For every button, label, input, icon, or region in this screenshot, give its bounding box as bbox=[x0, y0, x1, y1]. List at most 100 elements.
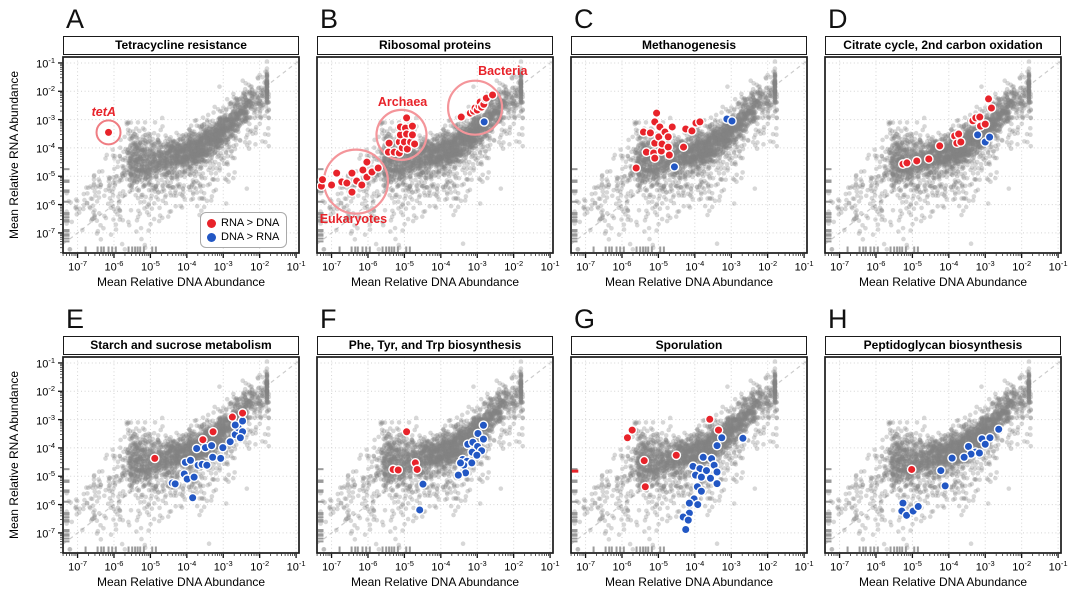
rna-gt-dna-point bbox=[649, 153, 660, 164]
x-tick-label: 10-4 bbox=[685, 559, 705, 574]
panel-letter-B: B bbox=[320, 4, 339, 34]
x-tick-label: 10-1 bbox=[540, 259, 560, 274]
dna-gt-rna-point bbox=[455, 458, 466, 468]
x-tick-label: 10-6 bbox=[358, 259, 378, 274]
x-tick-label: 10-4 bbox=[177, 259, 197, 274]
panel-title: Phe, Tyr, and Trp biosynthesis bbox=[348, 338, 522, 352]
x-tick-label: 10-7 bbox=[68, 559, 88, 574]
plot-overlay-C bbox=[631, 108, 737, 173]
red-left-rug-mark bbox=[571, 469, 579, 473]
cluster-circle bbox=[446, 79, 504, 136]
x-tick-label: 10-4 bbox=[431, 259, 451, 274]
dna-gt-rna-point bbox=[985, 432, 995, 443]
rna-gt-dna-point bbox=[317, 174, 328, 185]
rna-gt-dna-point bbox=[667, 122, 678, 132]
rna-gt-dna-point bbox=[357, 165, 368, 175]
dna-gt-rna-point bbox=[712, 467, 722, 477]
x-tick-label: 10-2 bbox=[250, 559, 270, 574]
y-tick-label: 10-7 bbox=[36, 225, 55, 241]
dna-gt-rna-point bbox=[206, 440, 217, 451]
dna-gt-rna-point bbox=[696, 472, 707, 482]
x-tick-label: 10-2 bbox=[504, 259, 524, 274]
annotation-circle bbox=[95, 119, 122, 146]
cluster-circle bbox=[375, 108, 428, 161]
y-tick-label: 10-5 bbox=[36, 169, 55, 184]
x-tick-label: 10-1 bbox=[794, 259, 814, 274]
dna-gt-rna-point bbox=[207, 452, 218, 463]
panel-letter-C: C bbox=[574, 4, 594, 34]
panel-letter-A: A bbox=[66, 4, 85, 34]
plot-canvas-C bbox=[563, 53, 815, 263]
legend-item: RNA > DNA bbox=[207, 216, 279, 230]
rna-gt-dna-point bbox=[331, 168, 342, 179]
dna-gt-rna-point bbox=[215, 453, 226, 464]
x-tick-label: 10-4 bbox=[431, 559, 451, 574]
y-tick-label: 10-3 bbox=[36, 412, 55, 428]
x-tick-label: 10-7 bbox=[576, 559, 596, 574]
rna-gt-dna-point bbox=[149, 453, 160, 464]
dna-gt-rna-point bbox=[913, 501, 924, 512]
x-tick-label: 10-3 bbox=[975, 559, 995, 574]
rna-gt-dna-point bbox=[401, 426, 412, 437]
panel-title: Citrate cycle, 2nd carbon oxidation bbox=[843, 38, 1043, 52]
legend: RNA > DNA DNA > RNA bbox=[200, 212, 288, 248]
rna-gt-dna-point bbox=[103, 127, 114, 138]
dna-gt-rna-point bbox=[959, 452, 970, 463]
rna-gt-dna-point bbox=[393, 465, 404, 475]
x-tick-label: 10-5 bbox=[648, 259, 668, 274]
panel-title: Starch and sucrose metabolism bbox=[90, 338, 272, 352]
dna-gt-rna-point bbox=[712, 478, 722, 489]
panel-title-bar: Sporulation bbox=[571, 336, 807, 355]
dna-gt-rna-point bbox=[478, 420, 489, 431]
rna-gt-dna-point bbox=[401, 112, 412, 123]
rna-gt-dna-point bbox=[631, 163, 642, 173]
dna-gt-rna-point bbox=[235, 432, 246, 443]
x-axis-label: Mean Relative DNA Abundance bbox=[604, 275, 774, 289]
rna-gt-dna-point bbox=[361, 157, 372, 167]
dna-gt-rna-point bbox=[974, 448, 985, 458]
y-axis-label: Mean Relative RNA Abundance bbox=[7, 70, 21, 240]
legend-item: DNA > RNA bbox=[207, 230, 279, 244]
dna-gt-rna-point bbox=[189, 472, 200, 482]
dna-gt-rna-point bbox=[993, 424, 1004, 435]
x-tick-label: 10-3 bbox=[721, 259, 741, 274]
x-axis-label: Mean Relative DNA Abundance bbox=[858, 275, 1028, 289]
x-tick-label: 10-4 bbox=[685, 259, 705, 274]
x-tick-label: 10-1 bbox=[286, 559, 306, 574]
rna-gt-dna-point bbox=[906, 464, 917, 475]
plot-overlay-E bbox=[149, 408, 248, 503]
x-tick-label: 10-7 bbox=[830, 259, 850, 274]
rna-gt-dna-point bbox=[953, 129, 964, 139]
rna-gt-dna-point bbox=[695, 116, 705, 127]
plot-overlay-H bbox=[896, 424, 1004, 521]
x-tick-label: 10-1 bbox=[540, 559, 560, 574]
dna-gt-rna-point bbox=[980, 439, 991, 450]
x-axis-label: Mean Relative DNA Abundance bbox=[96, 575, 266, 589]
x-tick-label: 10-6 bbox=[104, 559, 124, 574]
x-axis-label: Mean Relative DNA Abundance bbox=[96, 275, 266, 289]
rna-gt-dna-point bbox=[678, 142, 689, 152]
dna-gt-rna-point bbox=[692, 499, 703, 510]
dna-gt-rna-point bbox=[683, 515, 694, 526]
y-tick-label: 10-2 bbox=[36, 384, 55, 399]
x-tick-label: 10-5 bbox=[140, 559, 160, 574]
rna-gt-dna-point bbox=[651, 108, 662, 118]
panel-title: Methanogenesis bbox=[641, 38, 737, 52]
x-tick-label: 10-4 bbox=[939, 259, 959, 274]
x-axis-label: Mean Relative DNA Abundance bbox=[350, 275, 520, 289]
x-tick-label: 10-7 bbox=[322, 259, 342, 274]
dna-gt-rna-point bbox=[225, 436, 236, 447]
rna-gt-dna-point bbox=[622, 432, 633, 443]
x-tick-label: 10-1 bbox=[286, 259, 306, 274]
x-tick-label: 10-1 bbox=[1048, 259, 1068, 274]
plot-canvas-E bbox=[55, 353, 307, 563]
x-tick-label: 10-3 bbox=[467, 559, 487, 574]
x-tick-label: 10-5 bbox=[902, 259, 922, 274]
plot-canvas-B bbox=[309, 53, 561, 263]
x-tick-label: 10-6 bbox=[612, 259, 632, 274]
x-axis-label: Mean Relative DNA Abundance bbox=[604, 575, 774, 589]
rna-gt-dna-point bbox=[227, 412, 238, 422]
dna-gt-rna-point bbox=[898, 498, 908, 509]
dna-gt-rna-point bbox=[680, 524, 691, 535]
